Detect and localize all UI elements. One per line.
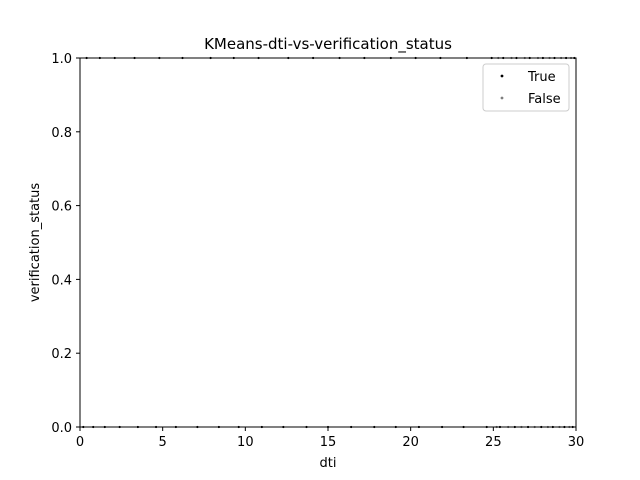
y-axis-label: verification_status (28, 183, 43, 303)
legend-marker-false (500, 96, 504, 100)
x-tick-label: 25 (485, 435, 502, 450)
x-tick-label: 5 (159, 435, 167, 450)
legend-label-true: True (527, 70, 556, 85)
x-tick-label: 10 (237, 435, 254, 450)
x-tick-label: 0 (76, 435, 84, 450)
y-tick-label: 0.4 (51, 273, 72, 288)
x-tick-label: 15 (320, 435, 337, 450)
y-tick-label: 0.0 (51, 421, 72, 436)
chart-title: KMeans-dti-vs-verification_status (204, 35, 452, 54)
y-tick-label: 1.0 (51, 52, 72, 67)
x-axis-ticks: 0 5 10 15 20 25 30 (76, 427, 584, 450)
x-tick-label: 20 (402, 435, 419, 450)
legend-box (482, 63, 570, 112)
plot-area (80, 58, 576, 427)
y-tick-label: 0.6 (51, 200, 72, 215)
x-tick-label: 30 (568, 435, 585, 450)
legend: True False (482, 63, 570, 112)
y-tick-label: 0.8 (51, 126, 72, 141)
y-axis-ticks: 0.0 0.2 0.4 0.6 0.8 1.0 (51, 52, 80, 436)
legend-marker-true (500, 74, 504, 78)
y-tick-label: 0.2 (51, 347, 72, 362)
legend-label-false: False (528, 92, 561, 107)
x-axis-label: dti (320, 456, 337, 471)
